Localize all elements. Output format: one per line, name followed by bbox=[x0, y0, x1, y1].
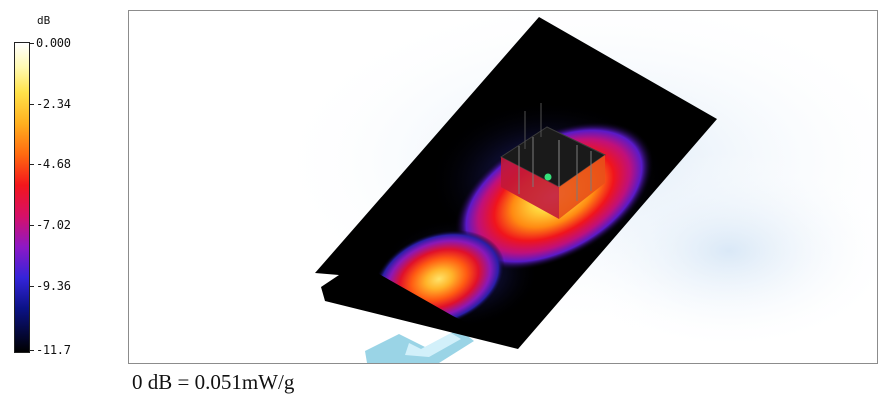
colorbar-tick-label: -11.7 bbox=[36, 343, 71, 357]
reference-level-note: 0 dB = 0.051mW/g bbox=[132, 370, 295, 394]
colorbar-tick-mark bbox=[29, 43, 34, 44]
colorbar-tick-label: -4.68 bbox=[36, 157, 71, 171]
colorbar-tick-mark bbox=[29, 225, 34, 226]
colorbar-tick-mark bbox=[29, 350, 34, 351]
colorbar-tick-label: -7.02 bbox=[36, 218, 71, 232]
zoom-scan-cube bbox=[500, 103, 606, 219]
device-connector-shape bbox=[365, 329, 474, 363]
peak-marker bbox=[544, 173, 552, 181]
sar-3d-view bbox=[128, 10, 878, 364]
colorbar-tick-mark bbox=[29, 104, 34, 105]
colorbar-tick-label: -2.34 bbox=[36, 97, 71, 111]
sar-plot-canvas bbox=[269, 11, 877, 363]
colorbar-gradient bbox=[14, 42, 30, 353]
colorbar-tick-label: 0.000 bbox=[36, 36, 71, 50]
colorbar-tick-mark bbox=[29, 164, 34, 165]
device-connector-highlight bbox=[405, 333, 461, 357]
colorbar-tick-mark bbox=[29, 286, 34, 287]
colorbar-tick-label: -9.36 bbox=[36, 279, 71, 293]
colorbar-unit-label: dB bbox=[37, 14, 51, 27]
colorbar-legend: dB 0.000 -2.34 -4.68 -7.02 -9.36 -11.7 bbox=[0, 0, 120, 370]
